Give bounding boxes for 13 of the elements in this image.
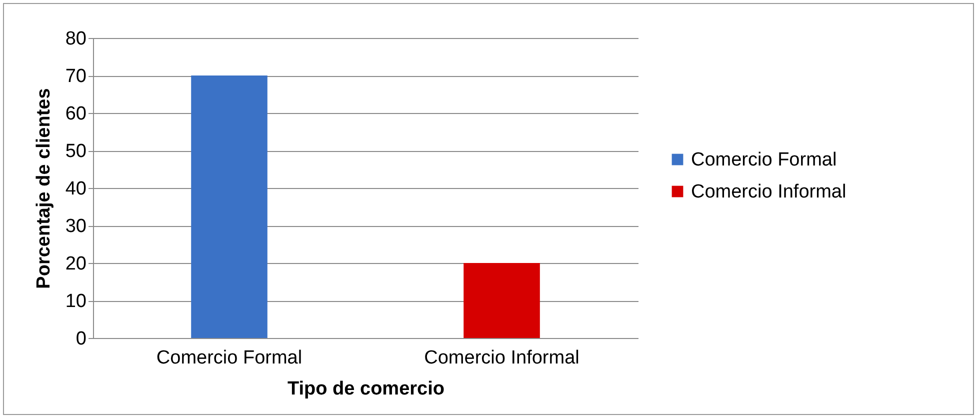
y-tick-label: 70 [65,66,86,87]
y-tick-label: 60 [65,104,86,124]
legend-label: Comercio Formal [691,150,837,170]
y-tick-label: 30 [65,216,86,237]
y-tick-label: 20 [65,254,86,274]
y-tick-label: 40 [65,178,86,200]
x-axis-title: Tipo de comercio [288,378,444,400]
legend-label: Comercio Informal [691,182,846,202]
y-tick-label: 80 [65,28,86,50]
y-axis-title: Porcentaje de clientes [33,88,54,289]
y-tick-label: 0 [76,328,86,350]
y-tick-label: 10 [65,291,86,312]
y-tick-label: 50 [65,141,86,162]
